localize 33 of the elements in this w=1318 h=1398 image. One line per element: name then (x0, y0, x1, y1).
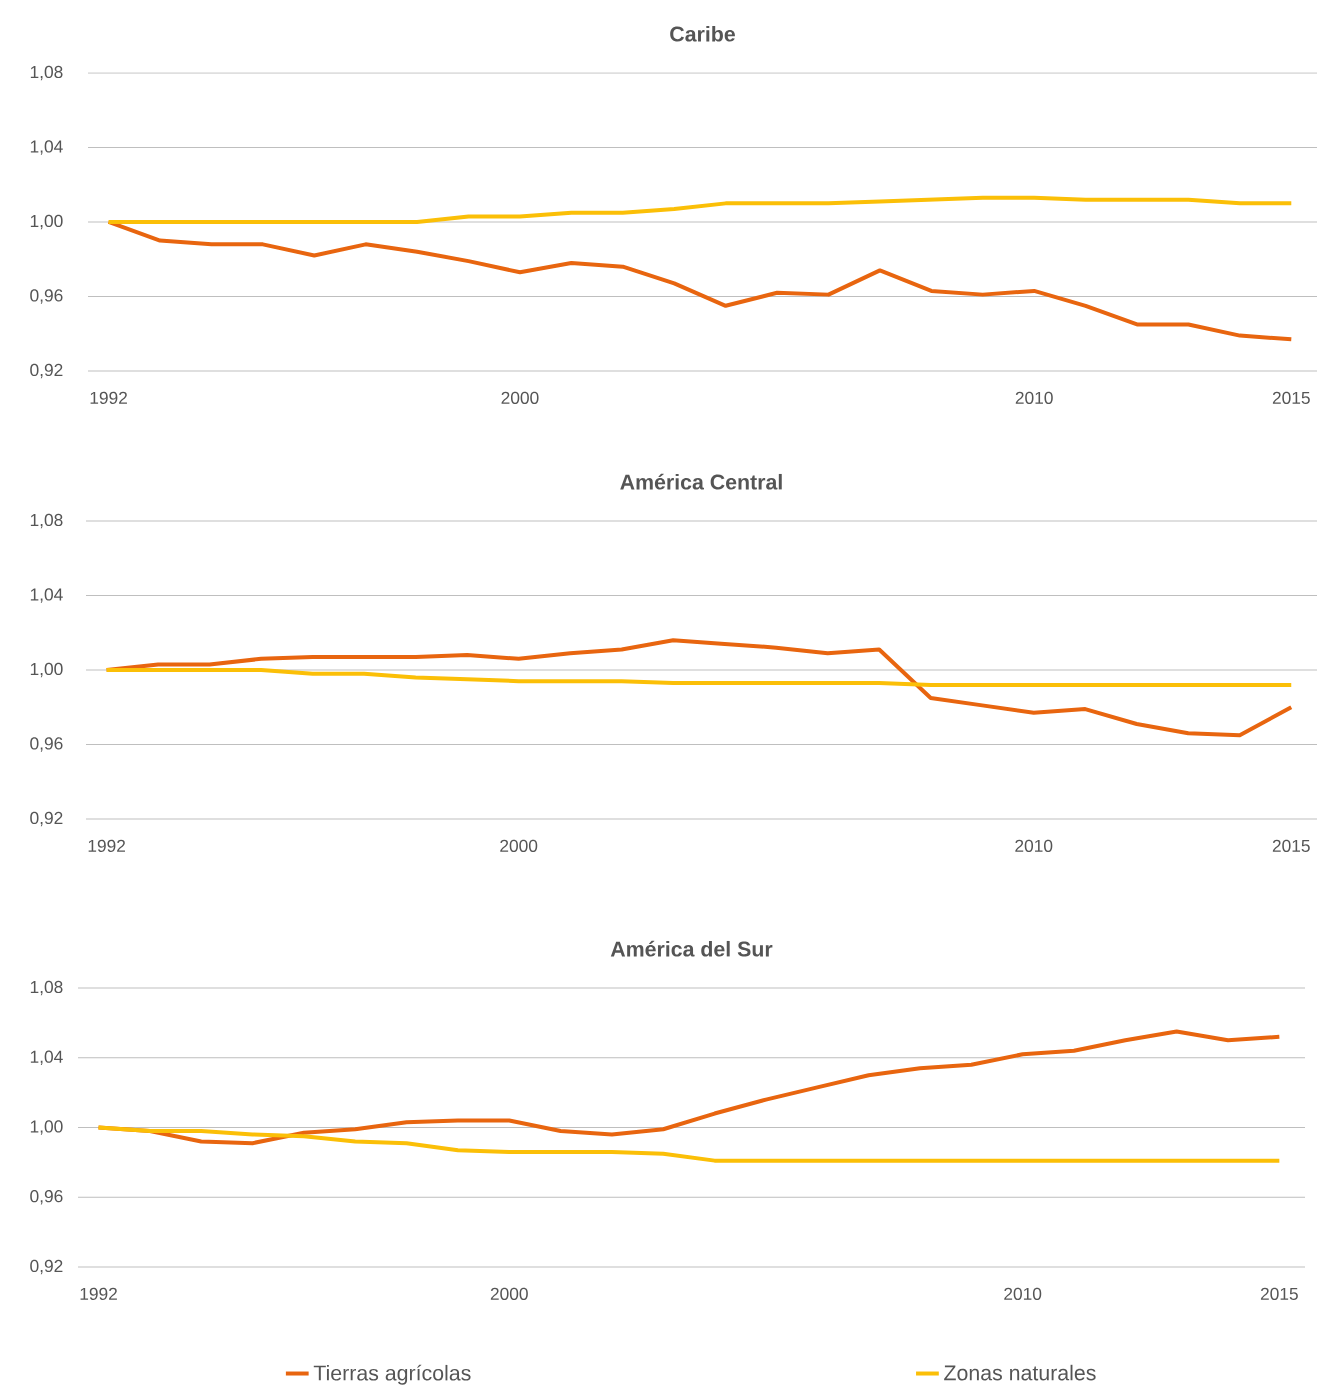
y-tick-label: 1,08 (31, 65, 63, 81)
x-tick-label: 1992 (90, 391, 128, 404)
x-tick-label: 2010 (1004, 1287, 1042, 1300)
y-tick-label: 0,96 (30, 1190, 63, 1205)
y-tick-label: 0,96 (30, 289, 63, 304)
chart-title: Caribe (670, 25, 736, 42)
y-tick-label: 1,04 (31, 140, 63, 155)
x-tick-label: 2010 (1015, 391, 1053, 404)
x-tick-label: 2000 (491, 1287, 529, 1300)
y-tick-label: 0,96 (30, 737, 63, 752)
y-tick-label: 1,08 (31, 980, 63, 996)
x-tick-label: 2000 (500, 839, 538, 852)
y-tick-label: 1,00 (31, 214, 63, 230)
x-tick-label: 2000 (501, 391, 539, 404)
chart-title: América del Sur (611, 940, 773, 957)
y-tick-label: 0,92 (30, 1259, 63, 1275)
y-tick-label: 1,00 (31, 1120, 63, 1135)
y-tick-label: 1,08 (31, 513, 63, 529)
x-tick-label: 1992 (80, 1287, 118, 1300)
chart-title: América Central (620, 473, 782, 490)
legend-label: Tierras agrícolas (313, 1364, 471, 1385)
x-tick-label: 2015 (1273, 391, 1311, 404)
x-tick-label: 1992 (88, 839, 126, 852)
y-tick-label: 0,92 (30, 811, 63, 827)
y-tick-label: 1,04 (31, 588, 63, 603)
y-tick-label: 0,92 (30, 363, 63, 379)
y-tick-label: 1,04 (31, 1050, 63, 1065)
x-tick-label: 2010 (1015, 839, 1053, 852)
legend-label: Zonas naturales (944, 1364, 1096, 1381)
y-tick-label: 1,00 (31, 662, 63, 678)
line-series (106, 219, 1294, 342)
x-tick-label: 2015 (1261, 1287, 1299, 1300)
x-tick-label: 2015 (1273, 839, 1310, 852)
